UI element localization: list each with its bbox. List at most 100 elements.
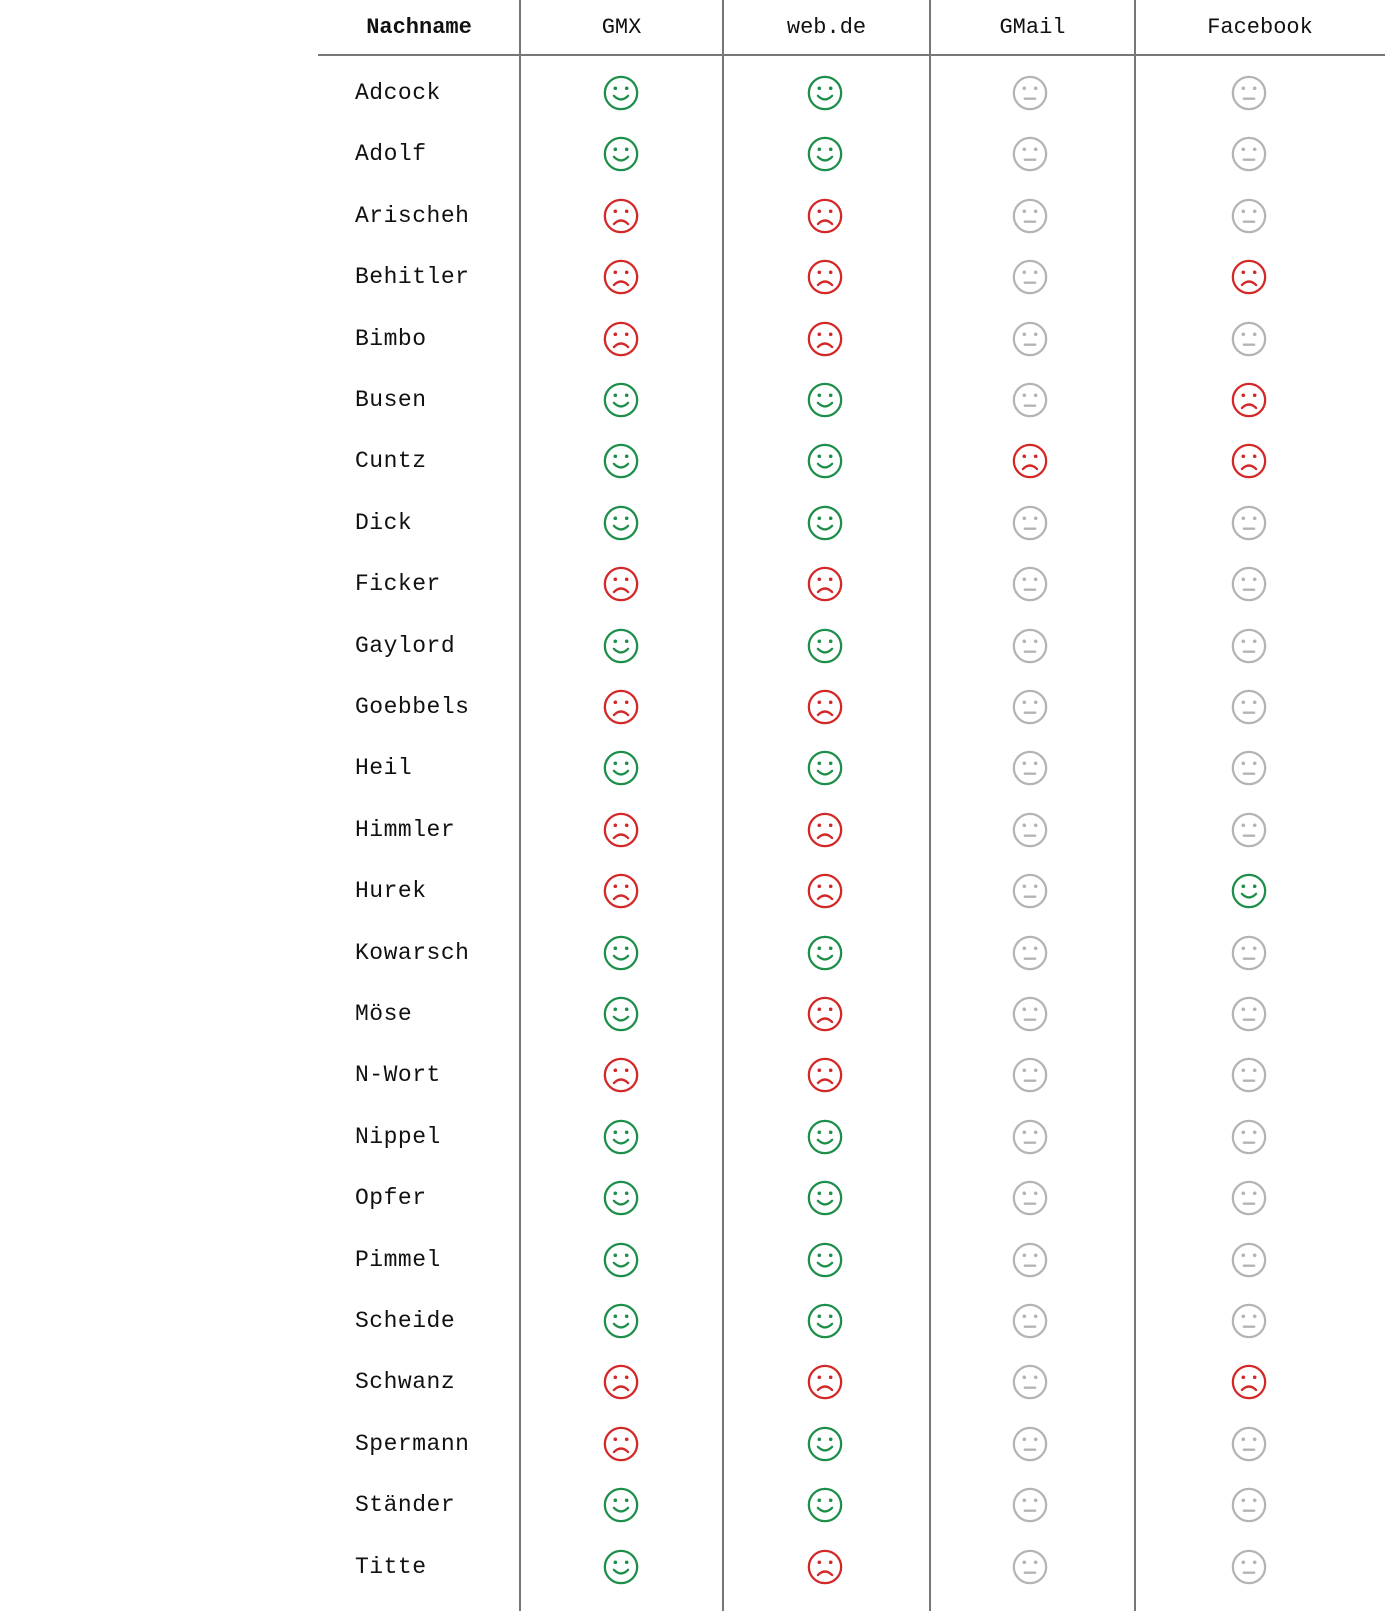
status-cell — [591, 492, 651, 554]
smiley-neutral-icon — [1231, 1303, 1267, 1339]
smiley-sad-icon — [807, 1058, 843, 1093]
smiley-neutral-icon — [1012, 75, 1048, 111]
smiley-sad-icon — [603, 259, 639, 295]
smiley-neutral-icon — [1012, 873, 1048, 909]
status-cell — [591, 1229, 651, 1291]
smiley-neutral-icon — [1012, 382, 1048, 418]
surname-cell: Adolf — [355, 141, 427, 168]
status-cell — [795, 553, 855, 615]
status-cell — [591, 1351, 651, 1413]
status-cell — [591, 369, 651, 431]
surname-cell: Schwanz — [355, 1369, 456, 1396]
smiley-neutral-icon — [1012, 996, 1048, 1032]
smiley-happy-icon — [1231, 873, 1267, 909]
smiley-happy-icon — [807, 1180, 843, 1216]
status-cell — [795, 1044, 855, 1106]
status-cell — [591, 1290, 651, 1352]
smiley-happy-icon — [603, 1487, 639, 1523]
surname-cell: Scheide — [355, 1308, 456, 1334]
status-cell — [1219, 799, 1279, 861]
status-cell — [591, 676, 651, 738]
status-cell — [1219, 1290, 1279, 1352]
status-cell — [591, 983, 651, 1045]
smiley-happy-icon — [807, 1119, 843, 1155]
smiley-happy-icon — [807, 1303, 843, 1339]
smiley-neutral-icon — [1231, 812, 1267, 848]
smiley-sad-icon — [603, 1365, 639, 1400]
surname-cell: Kowarsch — [355, 939, 470, 966]
status-cell — [591, 1413, 651, 1475]
status-cell — [1219, 62, 1279, 124]
status-cell — [591, 1044, 651, 1106]
status-cell — [1000, 1413, 1060, 1475]
status-cell — [795, 369, 855, 431]
smiley-neutral-icon — [1012, 1549, 1048, 1584]
surname-cell: Ficker — [355, 571, 441, 598]
status-cell — [1000, 185, 1060, 247]
surname-cell: Pimmel — [355, 1246, 441, 1273]
smiley-neutral-icon — [1231, 566, 1267, 602]
status-cell — [591, 1167, 651, 1229]
surname-cell: Arischeh — [355, 202, 470, 229]
surname-cell: Adcock — [355, 80, 441, 106]
smiley-neutral-icon — [1012, 566, 1048, 602]
status-cell — [1219, 983, 1279, 1045]
status-cell — [1219, 1351, 1279, 1413]
status-cell — [795, 922, 855, 984]
status-cell — [795, 1474, 855, 1536]
surname-cell: Hurek — [355, 878, 427, 905]
smiley-sad-icon — [603, 873, 639, 909]
status-cell — [591, 430, 651, 492]
smiley-neutral-icon — [1231, 1242, 1267, 1277]
status-cell — [795, 1229, 855, 1291]
smiley-neutral-icon — [1231, 137, 1267, 172]
smiley-neutral-icon — [1012, 321, 1048, 356]
status-cell — [795, 62, 855, 124]
smiley-neutral-icon — [1012, 259, 1048, 295]
smiley-neutral-icon — [1231, 1426, 1267, 1462]
smiley-sad-icon — [1231, 444, 1267, 479]
status-cell — [795, 308, 855, 370]
surname-cell: Cuntz — [355, 448, 427, 475]
status-cell — [1000, 799, 1060, 861]
smiley-happy-icon — [603, 1180, 639, 1216]
status-cell — [1219, 553, 1279, 615]
smiley-sad-icon — [1012, 444, 1048, 479]
smiley-neutral-icon — [1231, 935, 1267, 970]
status-cell — [1000, 676, 1060, 738]
status-cell — [1219, 369, 1279, 431]
smiley-neutral-icon — [1012, 1180, 1048, 1216]
smiley-neutral-icon — [1231, 628, 1267, 663]
surname-cell: Möse — [355, 1001, 413, 1027]
status-cell — [1000, 1474, 1060, 1536]
status-cell — [591, 62, 651, 124]
status-cell — [1000, 922, 1060, 984]
smiley-neutral-icon — [1012, 935, 1048, 970]
status-cell — [1219, 492, 1279, 554]
smiley-neutral-icon — [1231, 1058, 1267, 1093]
column-divider — [929, 0, 931, 1611]
status-cell — [795, 1290, 855, 1352]
status-cell — [591, 922, 651, 984]
smiley-happy-icon — [807, 628, 843, 663]
smiley-happy-icon — [603, 1119, 639, 1155]
smiley-neutral-icon — [1231, 1549, 1267, 1584]
status-cell — [1219, 246, 1279, 308]
status-cell — [795, 1351, 855, 1413]
smiley-happy-icon — [603, 505, 639, 541]
status-cell — [1219, 1106, 1279, 1168]
status-cell — [591, 860, 651, 922]
smiley-happy-icon — [807, 751, 843, 786]
status-cell — [795, 737, 855, 799]
smiley-sad-icon — [807, 321, 843, 356]
surname-cell: Dick — [355, 509, 413, 536]
status-cell — [591, 1536, 651, 1598]
smiley-happy-icon — [807, 137, 843, 172]
status-cell — [795, 492, 855, 554]
status-cell — [795, 615, 855, 677]
smiley-sad-icon — [807, 873, 843, 909]
status-cell — [795, 246, 855, 308]
smiley-sad-icon — [807, 259, 843, 295]
smiley-neutral-icon — [1012, 689, 1048, 725]
